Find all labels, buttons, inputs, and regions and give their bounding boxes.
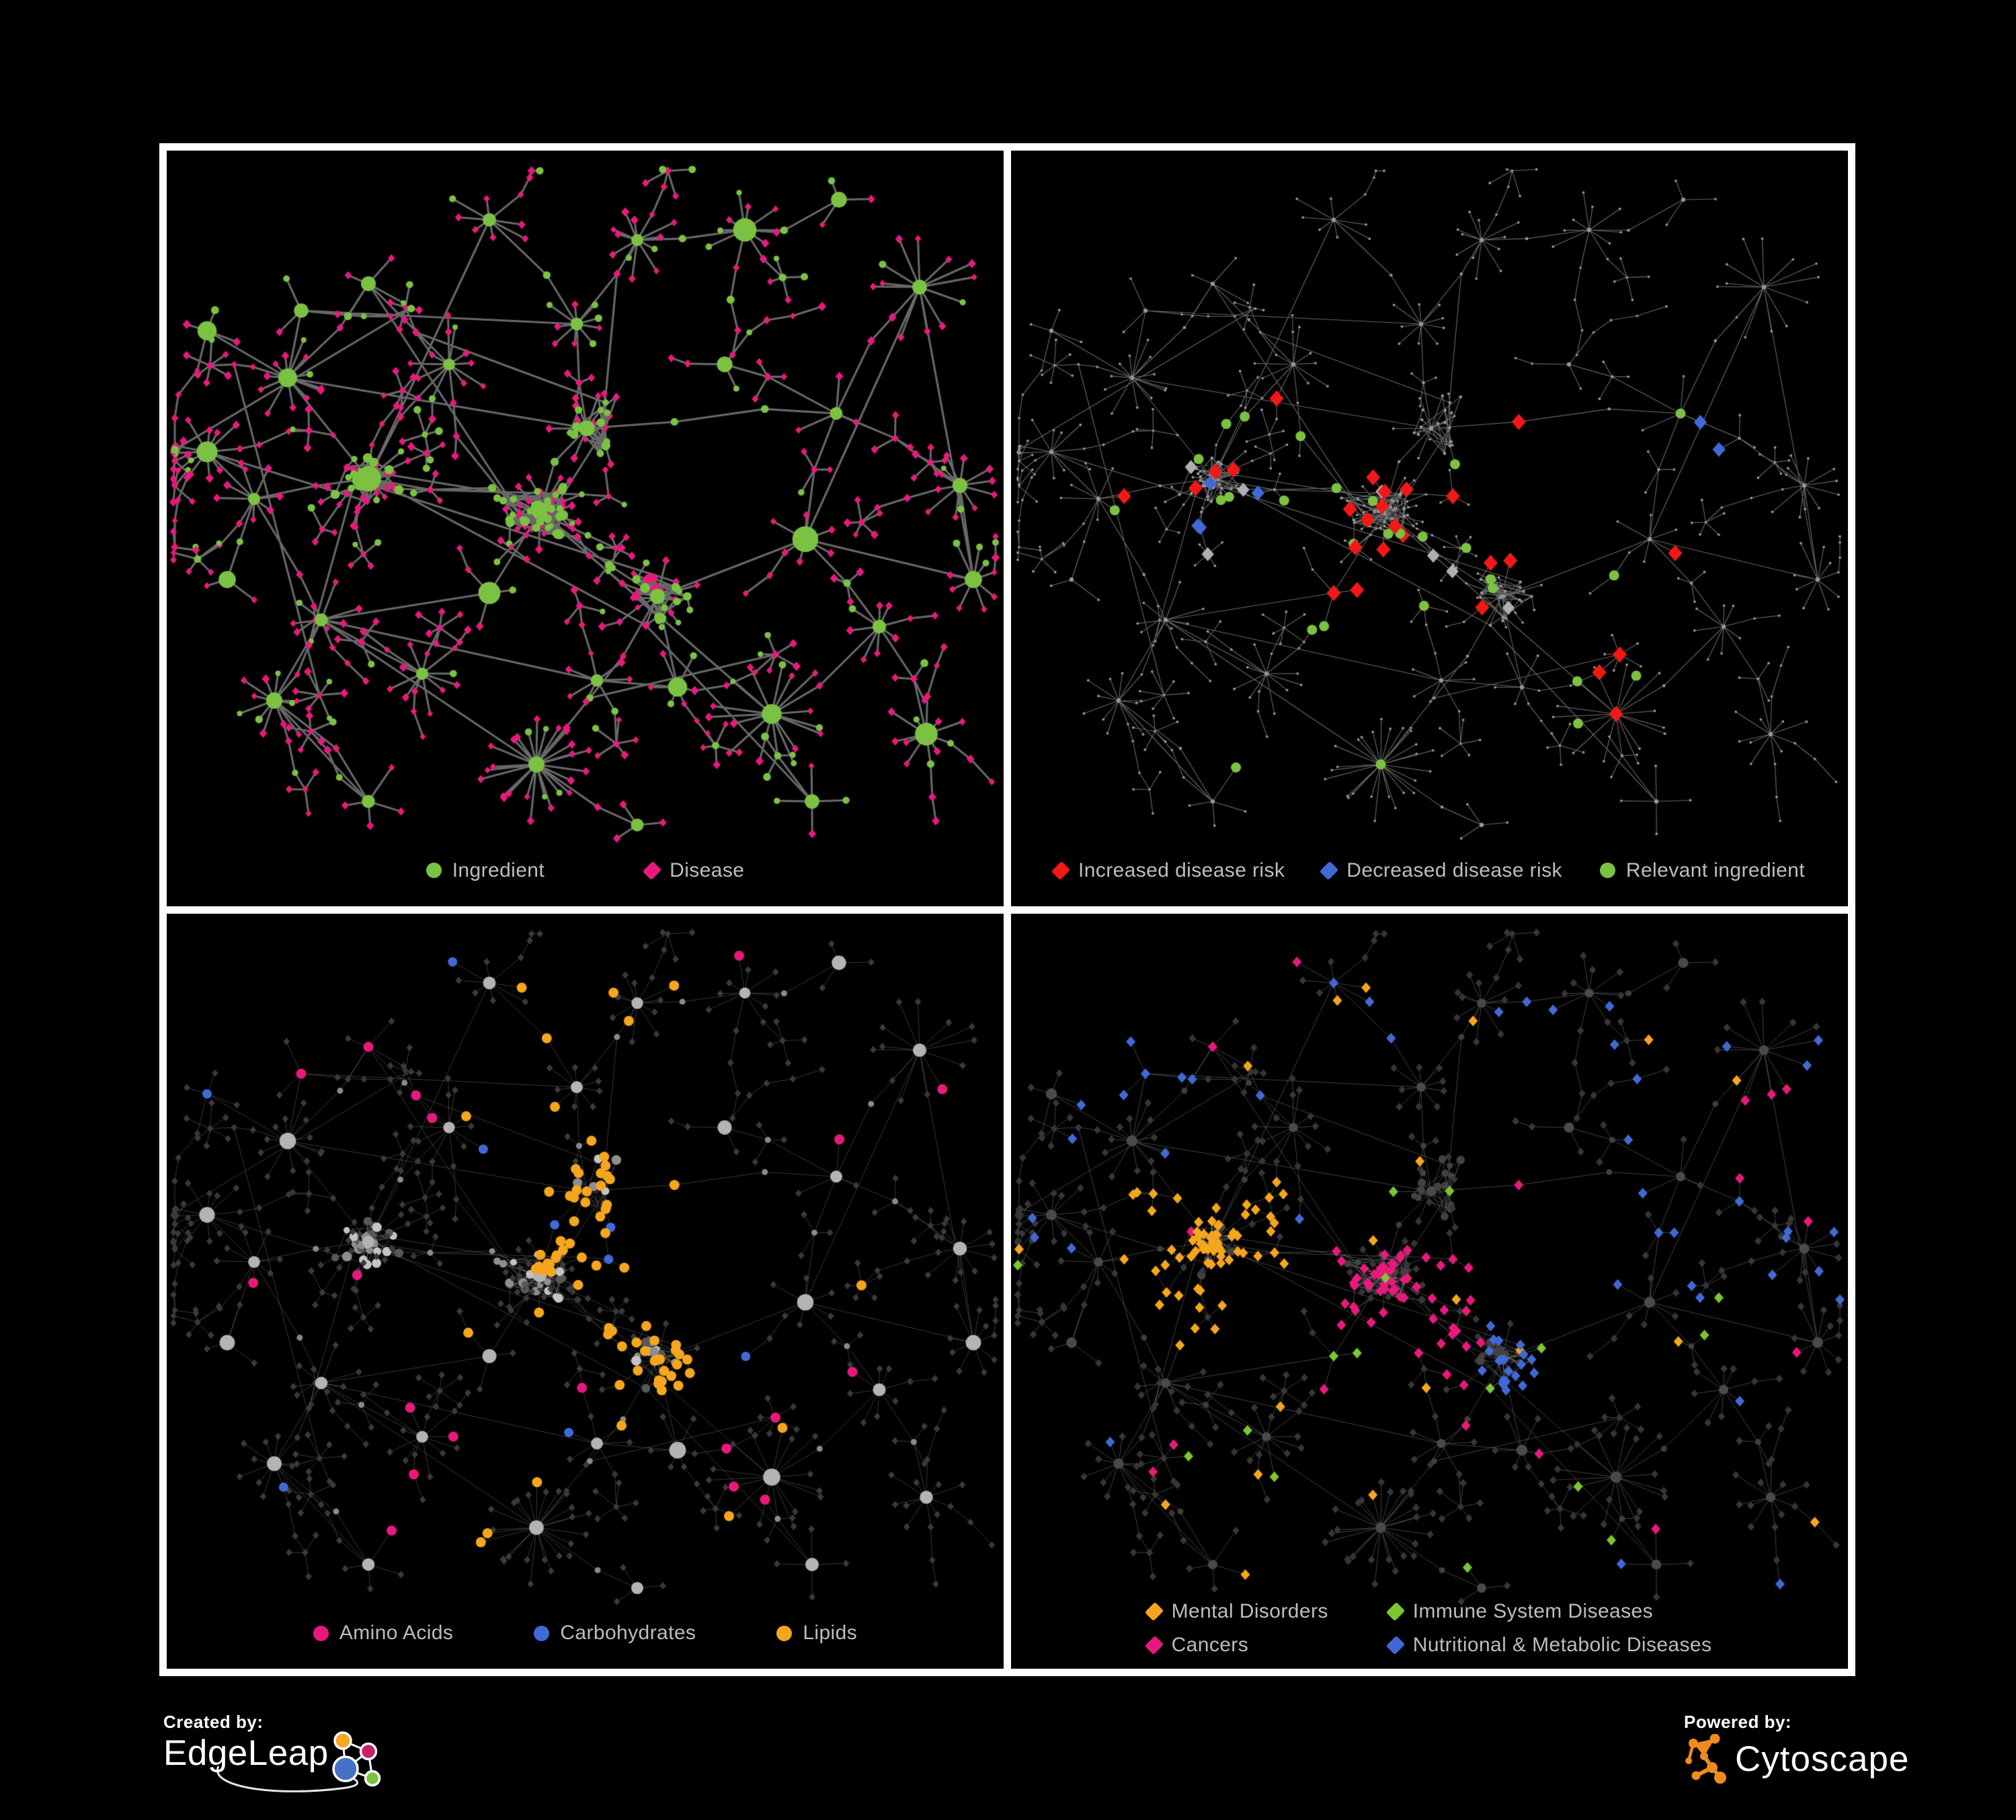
panel-disease-risk: Increased disease risk Decreased disease … <box>1011 151 1848 906</box>
legend-label: Ingredient <box>452 859 545 881</box>
legend-item-ingredient: Ingredient <box>426 859 545 882</box>
legend-marker-circle-icon <box>313 1625 329 1641</box>
network-canvas-ingredient-disease <box>167 151 1004 906</box>
panel-ingredient-disease: Ingredient Disease <box>167 151 1004 906</box>
network-canvas-nutrient-classes <box>167 913 1004 1669</box>
cytoscape-brand-text: Cytoscape <box>1735 1739 1910 1779</box>
edgeleap-brand-text: EdgeLeap <box>163 1733 329 1773</box>
legend-marker-circle-icon <box>534 1625 550 1641</box>
powered-by-block: Powered by: Cytoscape <box>1684 1712 1909 1784</box>
created-by-label: Created by: <box>163 1712 264 1732</box>
legend-marker-diamond-icon <box>642 861 662 880</box>
legend-marker-diamond-icon <box>1385 1635 1405 1655</box>
legend-label: Immune System Diseases <box>1412 1600 1653 1622</box>
legend-label: Lipids <box>803 1622 858 1644</box>
legend-label: Mental Disorders <box>1171 1600 1328 1622</box>
network-canvas-disease-risk <box>1011 151 1848 906</box>
legend-item-amino-acids: Amino Acids <box>313 1622 453 1645</box>
network-canvas-disease-classes <box>1011 913 1848 1669</box>
legend-item-nutritional-metabolic-diseases: Nutritional & Metabolic Diseases <box>1385 1634 1712 1657</box>
legend-label: Nutritional & Metabolic Diseases <box>1412 1634 1712 1656</box>
legend-disease-risk: Increased disease risk Decreased disease … <box>1011 859 1848 882</box>
legend-item-carbohydrates: Carbohydrates <box>534 1622 696 1645</box>
figure-grid: Ingredient Disease Increased disease risk… <box>159 143 1855 1676</box>
legend-item-mental-disorders: Mental Disorders <box>1144 1600 1328 1623</box>
legend-marker-diamond-icon <box>1144 1635 1164 1655</box>
legend-marker-circle-icon <box>1599 863 1615 878</box>
legend-item-relevant-ingredient: Relevant ingredient <box>1599 859 1805 882</box>
edgeleap-logo-icon <box>216 1731 380 1792</box>
legend-item-increased-disease-risk: Increased disease risk <box>1051 859 1285 882</box>
legend-marker-circle-icon <box>776 1625 793 1641</box>
created-by-block: Created by: EdgeLeap <box>163 1712 400 1793</box>
legend-marker-circle-icon <box>426 863 442 878</box>
panel-disease-classes: Mental Disorders Cancers Immune System Dis… <box>1011 913 1848 1669</box>
legend-label: Increased disease risk <box>1078 859 1285 881</box>
legend-ingredient-disease: Ingredient Disease <box>167 859 1004 882</box>
legend-item-cancers: Cancers <box>1144 1634 1328 1657</box>
legend-marker-diamond-icon <box>1320 861 1339 880</box>
legend-label: Disease <box>670 859 745 881</box>
legend-marker-diamond-icon <box>1385 1601 1405 1622</box>
powered-by-label: Powered by: <box>1684 1712 1792 1732</box>
legend-marker-diamond-icon <box>1144 1601 1164 1622</box>
legend-disease-classes: Mental Disorders Cancers Immune System Dis… <box>1144 1600 1712 1657</box>
legend-item-lipids: Lipids <box>776 1622 857 1645</box>
legend-label: Cancers <box>1171 1634 1249 1656</box>
legend-label: Carbohydrates <box>560 1622 696 1644</box>
legend-item-decreased-disease-risk: Decreased disease risk <box>1320 859 1562 882</box>
legend-item-immune-system-diseases: Immune System Diseases <box>1385 1600 1712 1623</box>
panel-nutrient-classes: Amino Acids Carbohydrates Lipids <box>167 913 1004 1669</box>
legend-item-disease: Disease <box>642 859 745 882</box>
legend-marker-diamond-icon <box>1051 861 1071 880</box>
legend-label: Amino Acids <box>339 1622 454 1644</box>
legend-label: Decreased disease risk <box>1346 859 1562 881</box>
legend-label: Relevant ingredient <box>1625 859 1805 881</box>
legend-nutrient-classes: Amino Acids Carbohydrates Lipids <box>167 1622 1004 1645</box>
cytoscape-logo-icon <box>1685 1734 1726 1784</box>
